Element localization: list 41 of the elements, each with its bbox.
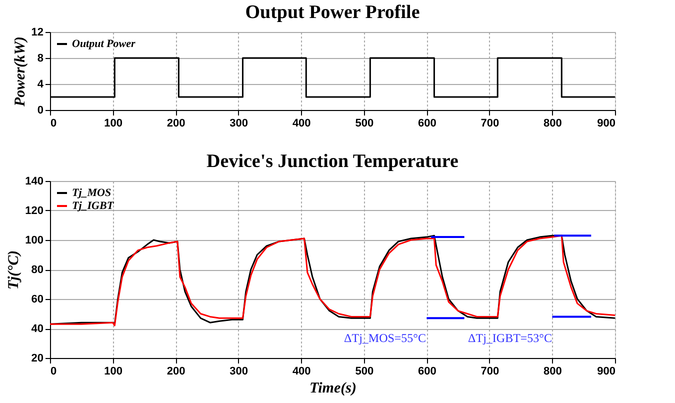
x-tick-label: 800 xyxy=(544,118,562,130)
chart-title: Output Power Profile xyxy=(245,2,420,23)
chart-title: Device's Junction Temperature xyxy=(206,151,458,172)
legend-label: Tj_MOS xyxy=(72,187,112,199)
x-tick-label: 700 xyxy=(480,118,500,130)
x-tick-label: 200 xyxy=(166,118,186,130)
x-tick-label: 800 xyxy=(544,366,562,378)
x-tick-label: 0 xyxy=(50,366,57,378)
legend-label: Output Power xyxy=(72,38,136,50)
x-tick-label: 300 xyxy=(230,366,248,378)
y-tick-label: 20 xyxy=(31,352,44,364)
x-tick-label: 500 xyxy=(355,366,374,378)
y-tick-label: 80 xyxy=(31,264,44,276)
y-axis-title: Power(kW) xyxy=(12,36,28,106)
y-tick-label: 100 xyxy=(25,234,44,246)
x-tick-label: 400 xyxy=(292,118,311,130)
x-tick-label: 700 xyxy=(480,366,500,378)
y-tick-label: 4 xyxy=(37,78,44,90)
x-tick-label: 100 xyxy=(104,118,122,130)
y-tick-label: 140 xyxy=(25,176,44,188)
annotation: ΔTj_MOS=55°C xyxy=(344,331,426,345)
x-tick-label: 900 xyxy=(597,118,616,130)
y-tick-label: 40 xyxy=(31,323,44,335)
y-tick-label: 120 xyxy=(25,205,44,217)
x-tick-label: 0 xyxy=(50,118,57,130)
x-tick-label: 900 xyxy=(597,366,616,378)
x-tick-label: 200 xyxy=(166,366,186,378)
y-tick-label: 60 xyxy=(31,294,44,306)
legend-label: Tj_IGBT xyxy=(72,200,115,212)
x-tick-label: 600 xyxy=(418,118,436,130)
x-tick-label: 500 xyxy=(355,118,374,130)
x-axis-title: Time(s) xyxy=(310,380,356,396)
x-tick-label: 100 xyxy=(104,366,122,378)
x-tick-label: 300 xyxy=(230,118,248,130)
x-tick-label: 400 xyxy=(292,366,311,378)
x-tick-label: 600 xyxy=(418,366,436,378)
y-tick-label: 0 xyxy=(37,104,44,116)
y-axis-title: Tj(°C) xyxy=(6,250,22,290)
y-tick-label: 8 xyxy=(37,52,44,64)
y-tick-label: 12 xyxy=(31,26,44,38)
annotation: ΔTj_IGBT=53°C xyxy=(468,331,552,345)
